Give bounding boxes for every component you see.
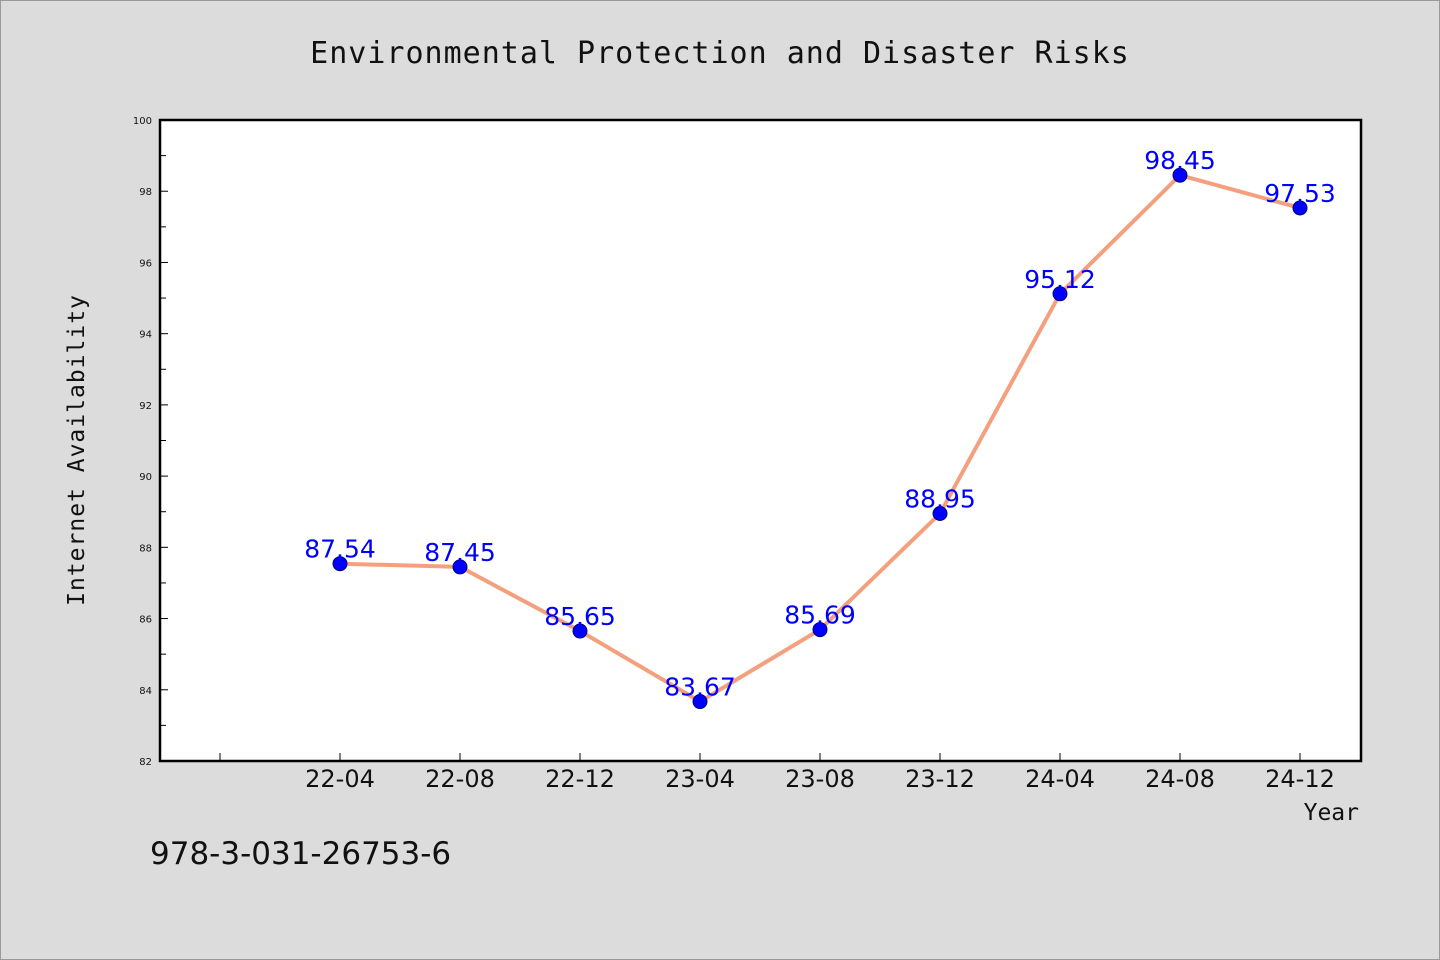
y-tick-label: 98 — [139, 187, 152, 198]
x-tick-label: 24-08 — [1145, 765, 1215, 793]
data-point — [812, 622, 828, 638]
data-point — [932, 506, 948, 522]
data-point — [452, 559, 468, 575]
data-point — [692, 694, 708, 710]
y-tick-label: 84 — [139, 686, 152, 697]
data-label: 85.69 — [784, 601, 856, 630]
data-label: 83.67 — [664, 673, 736, 702]
data-label: 87.54 — [304, 535, 376, 564]
x-axis-label: Year — [1304, 800, 1359, 826]
data-point — [572, 623, 588, 639]
isbn-footer: 978-3-031-26753-6 — [150, 836, 451, 872]
series-markers — [332, 167, 1308, 710]
x-tick-label: 22-04 — [305, 765, 375, 793]
x-tick-label: 24-04 — [1025, 765, 1095, 793]
data-point — [1292, 200, 1308, 216]
x-tick-label: 23-04 — [665, 765, 735, 793]
data-point — [1052, 286, 1068, 302]
data-point — [1172, 167, 1188, 183]
x-tick-label: 22-08 — [425, 765, 495, 793]
x-tick-label: 22-12 — [545, 765, 615, 793]
x-axis: 22-04 22-08 22-12 23-04 23-08 23-12 24-04 24-08… — [219, 753, 1335, 793]
data-labels: 87.54 87.45 85.65 83.67 85.69 88.95 95.12 98.45… — [304, 146, 1336, 701]
y-tick-label: 92 — [139, 401, 152, 412]
data-label: 87.45 — [424, 538, 496, 567]
data-label: 97.53 — [1264, 179, 1336, 208]
y-tick-label: 94 — [139, 330, 152, 341]
y-tick-label: 90 — [139, 472, 152, 483]
y-tick-label: 82 — [139, 757, 152, 768]
x-tick-label: 23-12 — [905, 765, 975, 793]
y-tick-label: 100 — [133, 116, 152, 127]
x-tick-label: 24-12 — [1265, 765, 1335, 793]
y-tick-label: 96 — [139, 258, 152, 269]
data-label: 95.12 — [1024, 265, 1096, 294]
data-label: 85.65 — [544, 602, 616, 631]
chart-title: Environmental Protection and Disaster Ri… — [310, 36, 1130, 71]
plot-area — [158, 118, 1363, 763]
y-axis: 82 84 86 88 90 92 94 96 98 100 — [133, 116, 168, 768]
y-axis-label: Internet Availability — [64, 294, 90, 606]
data-label: 88.95 — [904, 485, 976, 514]
x-tick-label: 23-08 — [785, 765, 855, 793]
data-point — [332, 556, 348, 572]
data-label: 98.45 — [1144, 146, 1216, 175]
y-tick-label: 86 — [139, 615, 152, 626]
y-tick-label: 88 — [139, 543, 152, 554]
